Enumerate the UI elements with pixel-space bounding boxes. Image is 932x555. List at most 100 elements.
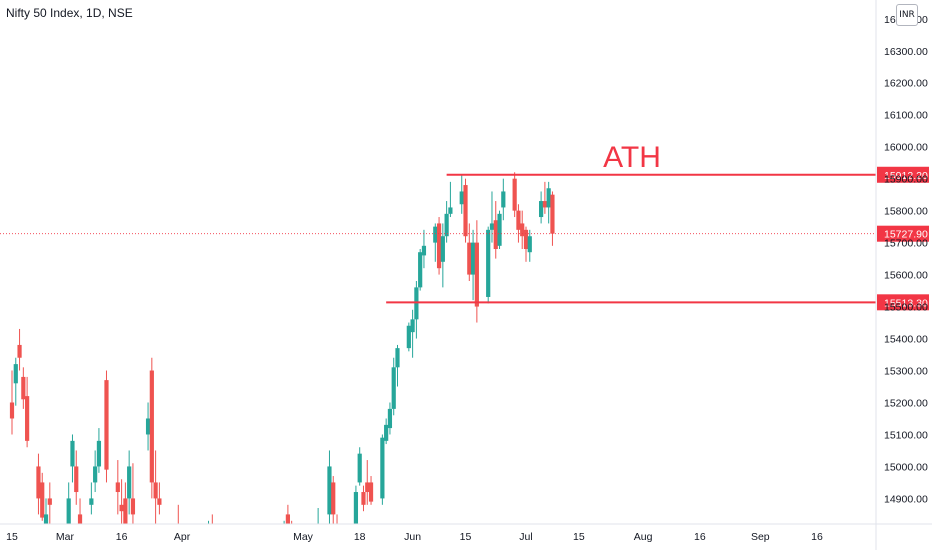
candle-body	[467, 242, 472, 275]
candle	[444, 201, 449, 243]
candle	[489, 191, 495, 243]
candle	[361, 485, 366, 512]
y-tick-label: 15800.00	[884, 206, 928, 218]
y-tick-label: 16300.00	[884, 46, 928, 58]
candle	[542, 181, 547, 214]
candle	[145, 402, 151, 451]
candle-body	[501, 191, 506, 208]
candle-body	[104, 380, 109, 470]
x-tick-label: Mar	[56, 531, 75, 543]
candle	[47, 482, 52, 524]
candle-body	[127, 466, 132, 499]
y-tick-label: 16000.00	[884, 142, 928, 154]
last-price-label: 15727.90	[884, 229, 928, 241]
candle	[130, 463, 136, 524]
candle-body	[119, 504, 124, 512]
y-tick-label: 15200.00	[884, 397, 928, 409]
candle-body	[357, 453, 362, 483]
chart-title: Nifty 50 Index, 1D, NSE	[6, 6, 133, 20]
y-tick-label: 16100.00	[884, 110, 928, 122]
level-label-bg	[877, 294, 929, 311]
candle-body	[285, 514, 290, 524]
candle	[25, 376, 30, 448]
candle	[36, 453, 41, 515]
candle-body	[486, 229, 491, 297]
candle-body	[384, 424, 389, 441]
candle-body	[497, 213, 502, 246]
candle-body	[493, 220, 498, 250]
candle	[470, 229, 476, 301]
candle	[527, 229, 532, 262]
candle	[66, 482, 71, 524]
candle-body	[123, 498, 128, 524]
candle-body	[516, 210, 521, 230]
candle	[516, 204, 521, 243]
candle	[70, 434, 75, 483]
candle	[539, 191, 544, 224]
candle	[74, 450, 79, 505]
candle-body	[418, 252, 423, 288]
x-tick-label: 15	[6, 531, 18, 543]
candle-body	[70, 440, 75, 467]
candle	[520, 210, 525, 250]
candle	[127, 450, 132, 515]
candle	[414, 280, 419, 339]
candle-body	[539, 201, 544, 218]
candle	[40, 472, 45, 521]
candle-body	[463, 185, 468, 237]
x-tick-label: Sep	[751, 531, 770, 543]
currency-badge[interactable]: INR	[896, 4, 918, 26]
candle	[410, 309, 415, 358]
candle-body	[327, 466, 332, 515]
candle-body	[130, 498, 136, 515]
x-tick-label: Apr	[174, 531, 191, 543]
candle-body	[13, 364, 18, 384]
x-tick-label: 15	[460, 531, 472, 543]
x-tick-label: 16	[694, 531, 706, 543]
candle	[512, 172, 517, 218]
y-tick-label: 15300.00	[884, 366, 928, 378]
candle	[391, 357, 396, 416]
candle	[406, 322, 411, 352]
y-tick-label: 15000.00	[884, 461, 928, 473]
level-label: 15513.30	[884, 297, 928, 309]
candle-body	[433, 226, 438, 243]
candle-body	[512, 178, 517, 211]
candle	[421, 229, 427, 269]
candle	[93, 450, 98, 493]
candle	[368, 476, 374, 505]
candle-body	[21, 376, 26, 400]
ath-annotation: ATH	[603, 141, 661, 174]
candle-body	[421, 245, 427, 256]
candle	[418, 249, 423, 291]
candle	[123, 482, 128, 524]
y-tick-label: 15600.00	[884, 270, 928, 282]
candle	[436, 217, 442, 275]
candle	[115, 460, 120, 515]
y-tick-label: 15500.00	[884, 302, 928, 314]
candle	[96, 428, 102, 473]
candle	[285, 504, 290, 524]
candle	[448, 181, 453, 218]
x-tick-label: Jul	[519, 531, 532, 543]
candle	[395, 344, 400, 387]
candle-body	[43, 514, 49, 524]
candle-body	[542, 201, 547, 208]
candle-body	[25, 396, 30, 441]
candle	[474, 220, 479, 323]
candle-body	[395, 348, 400, 368]
candle	[9, 370, 15, 435]
candle	[89, 482, 94, 515]
candle	[523, 226, 529, 262]
candle	[459, 175, 464, 214]
candle-layer	[9, 172, 555, 524]
candle-body	[380, 437, 385, 499]
candle-body	[331, 482, 336, 515]
candle-body	[17, 344, 22, 358]
level-label: 15912.20	[884, 170, 928, 182]
candle	[149, 357, 154, 499]
candle	[467, 223, 472, 281]
